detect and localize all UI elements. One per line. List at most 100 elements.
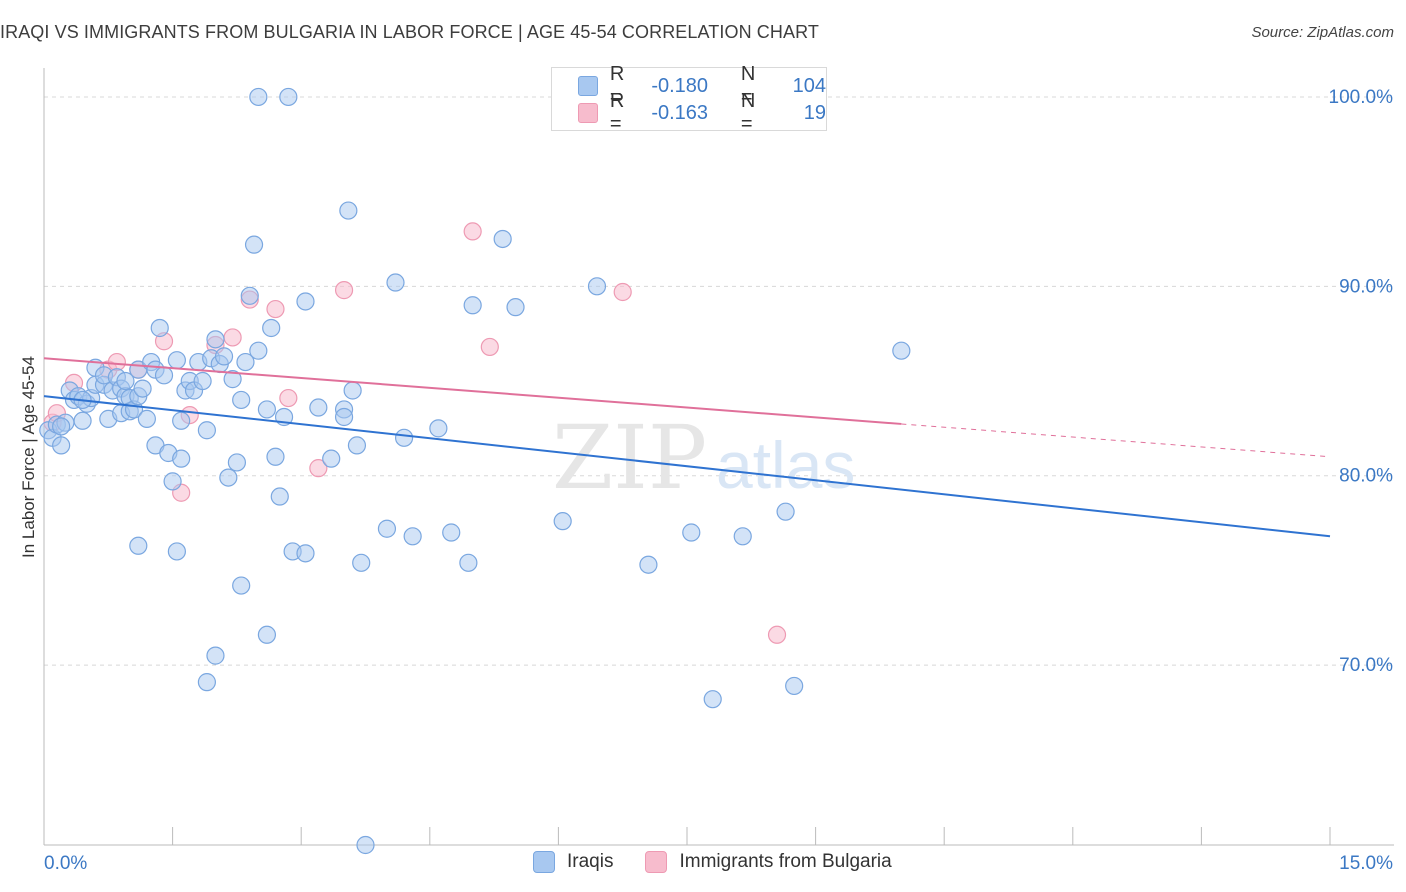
iraqis-point <box>249 87 268 107</box>
iraqis-point <box>232 576 251 595</box>
iraqis-point <box>377 519 397 538</box>
iraqis-point <box>206 330 225 349</box>
bulgaria-trend-line <box>43 357 902 425</box>
iraqis-point <box>167 542 186 561</box>
iraqis-point <box>309 398 328 417</box>
iraqis-point <box>154 366 174 385</box>
iraqis-point <box>52 436 71 455</box>
x-tick-label: 15.0% <box>1339 853 1393 874</box>
stats-row-bulgaria: R = -0.163 N = 19 <box>578 90 827 135</box>
r-value: -0.180 <box>651 74 709 97</box>
bulgaria-point <box>266 299 285 319</box>
iraqis-point <box>219 468 238 487</box>
iraqis-point <box>296 544 315 563</box>
iraqis-point <box>493 229 512 249</box>
iraqis-point <box>339 201 358 220</box>
iraqis-point <box>703 690 722 709</box>
legend-iraqis-swatch <box>533 851 555 873</box>
iraqis-point <box>892 341 911 360</box>
r-value: -0.163 <box>651 101 709 124</box>
iraqis-point <box>214 347 234 366</box>
n-label: N = <box>740 90 756 135</box>
iraqis-point <box>167 351 186 370</box>
y-axis-label: In Labor Force | Age 45-54 <box>19 356 38 558</box>
iraqis-point <box>682 523 701 542</box>
legend-bulgaria-label: Immigrants from Bulgaria <box>679 851 892 872</box>
iraqis-point <box>343 381 362 400</box>
iraqis-point <box>197 421 216 440</box>
iraqis-point <box>193 371 212 391</box>
iraqis-point <box>785 676 804 696</box>
iraqis-point <box>356 835 375 855</box>
iraqis-point <box>257 625 277 644</box>
iraqis-point <box>227 453 246 472</box>
bulgaria-point <box>480 337 499 357</box>
y-tick-label: 90.0% <box>1339 276 1393 297</box>
iraqis-point <box>172 449 191 468</box>
iraqis-point <box>587 277 607 296</box>
iraqis-point <box>163 472 182 491</box>
axes <box>43 68 1394 846</box>
y-tick-label: 100.0% <box>1329 87 1394 108</box>
iraqis-point <box>244 235 264 254</box>
iraqis-point <box>206 646 225 665</box>
x-tick-label: 0.0% <box>44 853 87 874</box>
iraqis-point <box>232 390 251 410</box>
iraqis-point <box>459 553 478 572</box>
n-value: 19 <box>803 101 827 124</box>
y-tick-label: 80.0% <box>1339 466 1393 487</box>
watermark-zip: ZIP <box>552 406 707 509</box>
iraqis-point <box>639 555 658 574</box>
iraqis-point <box>270 487 289 506</box>
r-label: R = <box>609 90 625 135</box>
iraqis-point <box>776 502 795 521</box>
source-label: Source: ZipAtlas.com <box>1251 24 1394 41</box>
series-legend: Iraqis Immigrants from Bulgaria <box>533 851 892 873</box>
bulgaria-point <box>107 352 126 372</box>
iraqis-point <box>733 527 752 546</box>
iraqis-point <box>240 286 259 305</box>
iraqis-point <box>172 411 191 430</box>
iraqis-point <box>116 371 135 391</box>
iraqis-point <box>197 673 216 692</box>
bulgaria-point <box>223 328 242 347</box>
iraqis-point <box>249 341 268 360</box>
legend-bulgaria-swatch <box>645 851 668 873</box>
iraqis-point <box>150 318 169 338</box>
tick-labels: 70.0% 80.0% 90.0% 100.0% 0.0% 15.0% <box>44 87 1393 874</box>
bulgaria-point <box>767 625 787 644</box>
y-tick-label: 70.0% <box>1339 655 1393 676</box>
r-label: R = <box>609 63 625 108</box>
iraqis-point <box>296 292 315 311</box>
iraqis-point <box>73 411 92 430</box>
chart-title: IRAQI VS IMMIGRANTS FROM BULGARIA IN LAB… <box>0 22 819 42</box>
trend-lines <box>43 357 1331 538</box>
legend-iraqis-label: Iraqis <box>567 851 614 872</box>
iraqis-point <box>266 447 285 466</box>
bulgaria-point <box>463 222 482 241</box>
n-label: N = <box>740 63 756 108</box>
iraqis-point <box>553 512 572 531</box>
iraqis-point <box>322 449 341 468</box>
bulgaria-trend-line-extrapolated <box>901 423 1331 458</box>
iraqis-point <box>137 409 156 428</box>
iraqis-point <box>403 527 422 546</box>
iraqis-point <box>429 419 448 438</box>
bulgaria-point <box>613 282 632 302</box>
bulgaria-point <box>334 281 354 300</box>
iraqis-point <box>262 318 281 338</box>
iraqis-point <box>463 296 482 315</box>
iraqis-point <box>442 523 461 542</box>
iraqis-point <box>347 436 367 455</box>
bulgaria-point <box>279 388 298 408</box>
iraqis-point <box>386 273 405 292</box>
iraqis-point <box>129 536 148 555</box>
iraqis-point <box>352 553 371 572</box>
iraqis-point <box>133 379 152 398</box>
iraqis-point <box>257 400 277 419</box>
iraqis-points <box>39 87 911 855</box>
bulgaria-point <box>309 459 328 478</box>
watermark-atlas: atlas <box>716 428 855 502</box>
iraqis-point <box>334 407 354 427</box>
